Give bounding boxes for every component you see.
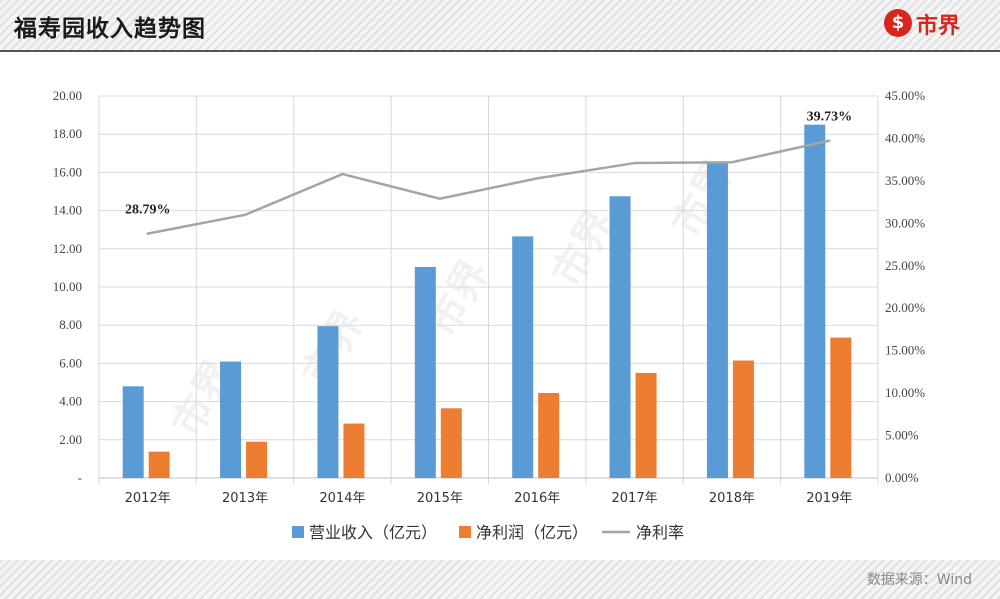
footer-band xyxy=(0,560,1000,599)
bar-revenue xyxy=(122,386,144,478)
point-net-margin xyxy=(341,172,344,176)
bar-revenue xyxy=(609,196,631,478)
y-left-tick-label: 14.00 xyxy=(53,203,82,218)
y-right-tick-label: 40.00% xyxy=(885,130,925,145)
legend-swatch xyxy=(292,526,304,538)
logo-icon: $ xyxy=(884,9,912,37)
x-tick-label: 2017年 xyxy=(612,491,658,506)
bar-revenue xyxy=(706,161,728,478)
bar-net-profit xyxy=(538,393,560,478)
point-net-margin xyxy=(243,213,247,217)
x-tick-label: 2013年 xyxy=(222,491,268,506)
bar-revenue xyxy=(804,124,826,479)
x-tick-label: 2012年 xyxy=(125,491,171,506)
data-label: 39.73% xyxy=(807,110,853,125)
point-net-margin xyxy=(146,232,149,235)
y-left-tick-label: 18.00 xyxy=(53,126,82,141)
y-right-tick-label: 15.00% xyxy=(885,343,925,358)
bar-revenue xyxy=(512,236,534,478)
data-source: 数据来源：Wind xyxy=(866,572,972,588)
y-right-tick-label: 30.00% xyxy=(885,215,925,230)
watermark: 市界 xyxy=(664,152,744,244)
y-left-tick-label: 20.00 xyxy=(53,88,82,103)
legend-swatch xyxy=(459,526,472,538)
bar-revenue xyxy=(220,361,242,478)
point-net-margin xyxy=(535,177,539,180)
legend-label: 净利润（亿元） xyxy=(476,523,588,542)
bar-net-profit xyxy=(830,337,852,478)
bar-revenue xyxy=(317,326,339,478)
y-left-tick-label: - xyxy=(78,470,82,485)
x-tick-label: 2015年 xyxy=(417,491,463,506)
legend-label: 营业收入（亿元） xyxy=(309,523,437,542)
y-right-tick-label: 10.00% xyxy=(885,385,925,400)
data-label: 28.79% xyxy=(125,203,171,218)
y-left-tick-label: 2.00 xyxy=(59,432,82,447)
page-title: 福寿园收入趋势图 xyxy=(14,16,206,42)
bar-net-profit xyxy=(732,360,754,478)
y-left-tick-label: 8.00 xyxy=(59,317,82,332)
bar-revenue xyxy=(414,266,436,478)
y-right-tick-label: 0.00% xyxy=(885,470,919,485)
point-net-margin xyxy=(730,161,734,164)
bar-net-profit xyxy=(148,451,170,478)
bar-net-profit xyxy=(635,372,657,478)
y-right-tick-label: 25.00% xyxy=(885,258,925,273)
y-right-tick-label: 5.00% xyxy=(885,428,919,443)
bar-net-profit xyxy=(343,423,365,478)
x-tick-label: 2018年 xyxy=(709,491,755,506)
point-net-margin xyxy=(633,161,636,165)
y-right-tick-label: 20.00% xyxy=(885,300,925,315)
point-net-margin xyxy=(438,197,442,200)
y-left-tick-label: 6.00 xyxy=(59,355,82,370)
bar-net-profit xyxy=(246,441,268,478)
y-left-tick-label: 12.00 xyxy=(53,241,82,256)
bar-net-profit xyxy=(440,408,462,478)
legend-label: 净利率 xyxy=(636,523,684,542)
x-tick-label: 2016年 xyxy=(514,491,560,506)
point-net-margin xyxy=(828,139,831,142)
x-tick-label: 2019年 xyxy=(806,491,852,506)
y-left-tick-label: 10.00 xyxy=(53,279,82,294)
header-band xyxy=(0,0,1000,52)
y-right-tick-label: 35.00% xyxy=(885,173,925,188)
line-net-margin xyxy=(147,139,830,235)
y-right-tick-label: 45.00% xyxy=(885,88,925,103)
x-tick-label: 2014年 xyxy=(319,491,365,506)
y-left-tick-label: 4.00 xyxy=(59,394,82,409)
y-left-tick-label: 16.00 xyxy=(53,164,82,179)
logo-text: 市界 xyxy=(916,14,961,39)
